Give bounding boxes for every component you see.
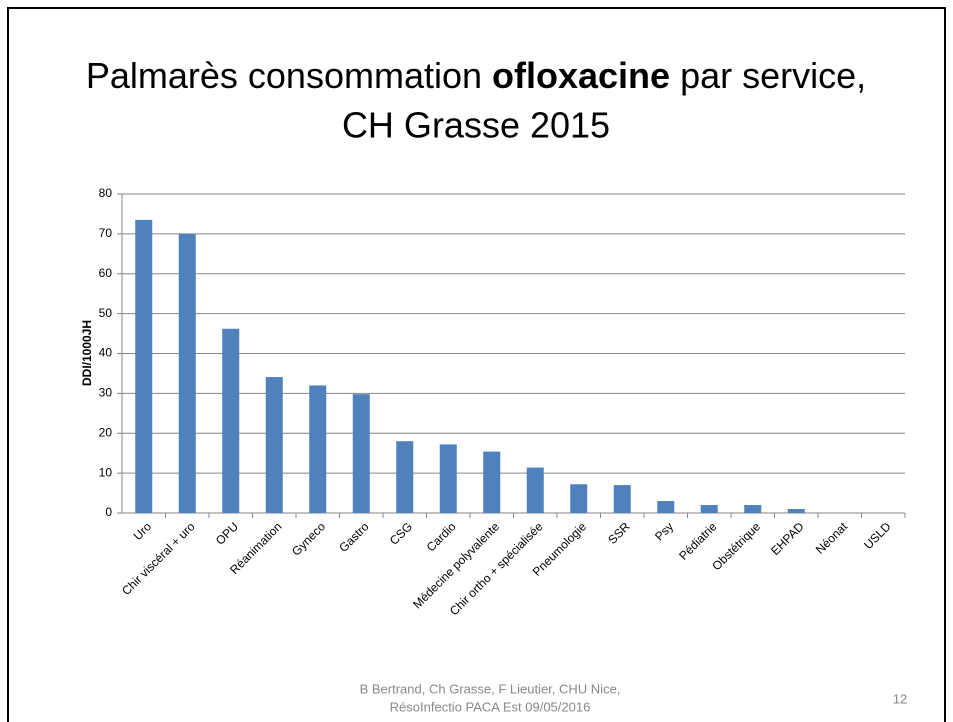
slide-title-line: CH Grasse 2015 <box>342 105 610 146</box>
y-tick-label: 30 <box>99 386 113 400</box>
bar <box>178 233 196 513</box>
x-tick-label: Cardio <box>424 519 459 554</box>
x-tick-label: Psy <box>652 519 676 543</box>
x-tick-label: EHPAD <box>768 519 807 558</box>
y-tick-label: 20 <box>99 425 113 439</box>
bar <box>265 377 283 513</box>
slide-title: Palmarès consommation ofloxacine par ser… <box>86 55 866 96</box>
x-tick-label: Pédiatrie <box>676 519 720 563</box>
y-tick-label: 60 <box>99 266 113 280</box>
x-tick-label: CSG <box>387 519 415 547</box>
x-tick-label: Uro <box>131 519 155 543</box>
y-tick-label: 0 <box>105 505 112 519</box>
x-tick-label: Gyneco <box>289 519 328 558</box>
y-tick-label: 80 <box>99 186 113 200</box>
bar <box>396 441 414 513</box>
bar <box>439 444 457 513</box>
bar <box>657 501 675 513</box>
bar <box>309 385 327 513</box>
y-tick-label: 50 <box>99 306 113 320</box>
x-tick-label: OPU <box>213 519 241 547</box>
bar <box>744 505 762 513</box>
bar <box>222 328 240 513</box>
x-tick-label: Gastro <box>336 519 372 555</box>
bar <box>787 509 805 513</box>
title-part: Palmarès consommation <box>86 55 492 96</box>
bar <box>483 451 501 513</box>
bar <box>570 484 588 513</box>
footer: B Bertrand, Ch Grasse, F Lieutier, CHU N… <box>360 681 621 696</box>
x-tick-label: SSR <box>605 519 633 547</box>
bar <box>526 467 544 513</box>
title-part: ofloxacine <box>492 55 670 96</box>
footer: RésoInfectio PACA Est 09/05/2016 <box>390 699 591 714</box>
bar <box>135 219 153 513</box>
page-number: 12 <box>893 691 907 706</box>
x-tick-label: Chir viscéral + uro <box>119 519 198 598</box>
y-axis-label: DDI/1000JH <box>80 320 94 386</box>
y-tick-label: 70 <box>99 226 113 240</box>
y-tick-label: 10 <box>99 465 113 479</box>
bar <box>700 505 718 513</box>
x-tick-label: Néonat <box>813 519 851 557</box>
y-tick-label: 40 <box>99 346 113 360</box>
bar <box>613 485 631 513</box>
title-part: par service, <box>670 55 866 96</box>
bar <box>352 394 370 513</box>
slide-frame <box>7 7 946 722</box>
x-tick-label: USLD <box>861 519 894 552</box>
